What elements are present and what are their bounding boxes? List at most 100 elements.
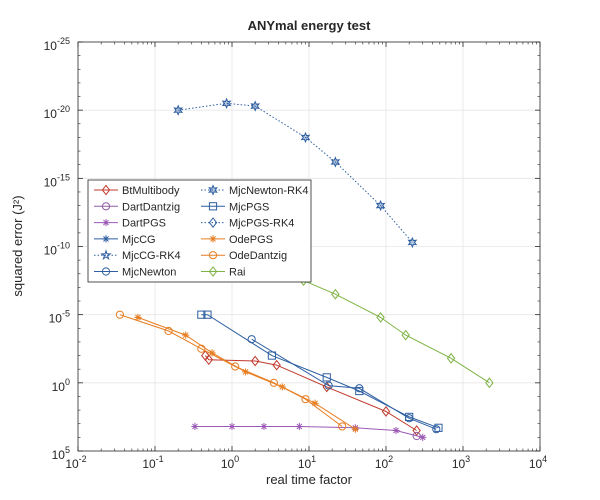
data-point-dartpgs: [191, 422, 199, 431]
legend-item-mjcnewton[interactable]: MjcNewton: [94, 267, 176, 279]
legend-item-mjcpgs-rk4[interactable]: MjcPGS-RK4: [201, 217, 294, 230]
legend-label: BtMultibody: [122, 185, 180, 197]
data-point-mjcpgs: [434, 423, 443, 432]
legend-marker: [208, 202, 218, 211]
data-point-dartdantzig: [412, 431, 421, 441]
data-point-mjcnewton-rk4: [221, 97, 232, 110]
x-tick-label: 10-2: [65, 454, 86, 471]
legend-label: OdeDantzig: [229, 250, 287, 262]
data-point-mjcpgs: [267, 351, 277, 360]
data-point-mjcnewton-rk4: [300, 131, 311, 144]
legend-marker: [208, 184, 218, 196]
data-point-dartpgs: [260, 422, 268, 431]
data-point-mjcnewton-rk4: [375, 199, 386, 212]
legend-label: Rai: [229, 267, 246, 279]
legend-label: DartDantzig: [122, 201, 180, 213]
x-tick-label: 10-1: [142, 454, 163, 471]
data-point-odepgs: [241, 368, 250, 376]
legend-marker: [208, 251, 218, 260]
legend[interactable]: BtMultibody DartDantzig DartPGS MjcCG MjcCG-…: [87, 179, 312, 283]
ticks: 10-2 10-1 100 101 102 103 104 10-25 10-20 10-15 10…: [44, 36, 548, 471]
legend-item-dartpgs[interactable]: DartPGS: [94, 218, 166, 230]
legend-item-odedantzig[interactable]: OdeDantzig: [201, 250, 287, 262]
legend-label: MjcPGS-RK4: [229, 218, 294, 230]
y-tick-label: 10-20: [44, 104, 70, 121]
legend-label: MjcNewton: [122, 267, 176, 279]
series-line-mjcnewton: [251, 338, 437, 430]
y-tick-label: 10-15: [44, 172, 70, 189]
data-point-odedantzig: [164, 326, 173, 336]
series-line-odedantzig: [119, 314, 343, 427]
data-point-btmultibody: [381, 406, 391, 417]
data-point-mjcpgs: [355, 386, 364, 396]
data-point-mjcnewton-rk4: [250, 100, 261, 112]
data-point-rai: [485, 377, 494, 389]
y-axis-label: squared error (J²): [10, 195, 25, 296]
legend-item-mjcnewton-rk4[interactable]: MjcNewton-RK4: [201, 184, 308, 197]
data-point-odedantzig: [197, 344, 206, 353]
data-point-odedantzig: [301, 395, 310, 404]
legend-item-mjccg[interactable]: MjcCG: [94, 234, 156, 246]
series-line-btmultibody: [204, 355, 417, 431]
series-odedantzig: [115, 310, 347, 431]
legend-marker: [102, 235, 110, 243]
legend-item-mjcpgs[interactable]: MjcPGS: [201, 201, 269, 213]
series-mjcnewton-rk4: [173, 97, 418, 249]
legend-label: DartPGS: [122, 218, 166, 230]
y-tick-label: 100: [52, 377, 70, 394]
data-point-dartpgs: [295, 422, 303, 431]
legend-label: MjcCG: [122, 234, 156, 246]
data-point-odepgs: [208, 349, 216, 357]
legend-label: MjcCG-RK4: [122, 250, 181, 262]
data-point-mjcpgs: [197, 310, 206, 319]
data-point-dartpgs: [392, 426, 400, 435]
legend-item-dartdantzig[interactable]: DartDantzig: [94, 201, 180, 213]
data-point-odedantzig: [338, 422, 347, 431]
series-dartdantzig: [412, 431, 421, 441]
legend-marker: [101, 202, 111, 211]
data-point-btmultibody: [412, 425, 421, 436]
y-tick-label: 10-25: [44, 36, 70, 53]
data-point-mjcnewton-rk4: [330, 156, 341, 168]
data-point-rai: [446, 352, 456, 364]
y-tick-label: 105: [52, 445, 70, 462]
data-point-odedantzig: [115, 310, 124, 319]
data-point-odepgs: [311, 399, 319, 407]
x-tick-label: 101: [298, 454, 316, 471]
y-tick-label: 10-5: [49, 309, 70, 326]
data-point-rai: [331, 288, 340, 300]
data-point-odepgs: [134, 313, 142, 321]
x-tick-label: 104: [529, 454, 547, 471]
legend-marker: [208, 266, 218, 277]
legend-box: [87, 179, 312, 283]
legend-item-odepgs[interactable]: OdePGS: [201, 234, 273, 246]
data-point-btmultibody: [272, 359, 281, 371]
data-point-odepgs: [182, 331, 190, 339]
data-point-mjcnewton: [324, 381, 333, 390]
series-line-mjcpgs: [201, 314, 439, 429]
legend-item-mjccg-rk4[interactable]: MjcCG-RK4: [94, 249, 181, 262]
y-tick-label: 10-10: [44, 241, 70, 258]
legend-marker: [102, 219, 110, 227]
data-point-odedantzig: [269, 378, 278, 387]
data-point-odedantzig: [231, 362, 240, 371]
chart-title: ANYmal energy test: [248, 18, 371, 33]
series-mjcpgs: [197, 310, 443, 432]
data-point-mjcnewton-rk4: [173, 104, 184, 116]
data-point-mjcpgs: [322, 373, 331, 382]
data-point-mjcnewton: [432, 425, 441, 434]
data-point-btmultibody: [250, 355, 260, 367]
legend-item-btmultibody[interactable]: BtMultibody: [94, 184, 180, 197]
legend-label: OdePGS: [229, 234, 273, 246]
data-point-mjcnewton-rk4: [407, 236, 418, 249]
legend-label: MjcNewton-RK4: [229, 185, 308, 197]
data-point-odepgs: [351, 425, 359, 433]
x-tick-label: 100: [221, 454, 239, 471]
legend-marker: [100, 249, 112, 261]
data-point-rai: [376, 311, 385, 323]
data-point-dartpgs: [228, 422, 236, 431]
data-point-mjcpgs: [405, 412, 414, 422]
legend-item-rai[interactable]: Rai: [201, 266, 246, 279]
x-tick-label: 103: [452, 454, 470, 471]
legend-marker: [101, 267, 111, 276]
